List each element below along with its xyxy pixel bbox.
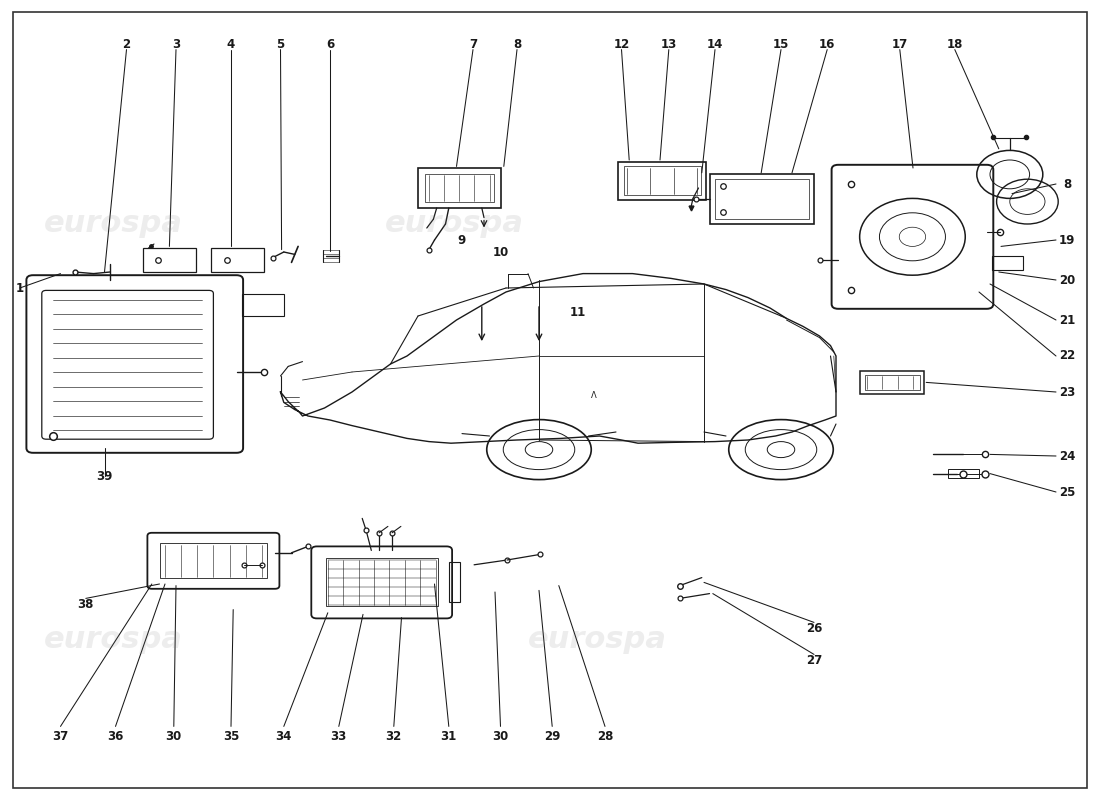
- Text: 14: 14: [707, 38, 723, 50]
- Text: 1: 1: [15, 282, 24, 294]
- Text: 23: 23: [1059, 386, 1075, 398]
- Text: 38: 38: [78, 598, 94, 610]
- Bar: [618, 162, 706, 200]
- Text: 36: 36: [108, 730, 123, 742]
- Text: 16: 16: [820, 38, 835, 50]
- Text: eurospa: eurospa: [44, 626, 183, 654]
- Text: eurospa: eurospa: [44, 210, 183, 238]
- Text: 6: 6: [326, 38, 334, 50]
- Text: 27: 27: [806, 654, 822, 666]
- Text: 2: 2: [122, 38, 131, 50]
- Text: eurospa: eurospa: [528, 626, 667, 654]
- Text: 7: 7: [469, 38, 477, 50]
- Text: 10: 10: [493, 246, 508, 258]
- Text: 17: 17: [892, 38, 907, 50]
- Text: 37: 37: [53, 730, 68, 742]
- Text: 3: 3: [172, 38, 180, 50]
- Bar: [449, 562, 460, 602]
- Text: 19: 19: [1059, 234, 1075, 246]
- Text: 35: 35: [223, 730, 239, 742]
- Text: 9: 9: [458, 234, 466, 246]
- Text: 28: 28: [597, 730, 613, 742]
- Text: 30: 30: [493, 730, 508, 742]
- Bar: [710, 174, 814, 224]
- Bar: [326, 558, 438, 606]
- Text: 34: 34: [276, 730, 292, 742]
- Text: Λ: Λ: [591, 391, 597, 401]
- Text: 31: 31: [441, 730, 456, 742]
- Text: 25: 25: [1059, 486, 1075, 498]
- Bar: [992, 256, 1023, 270]
- Bar: [425, 174, 494, 202]
- Text: 8: 8: [513, 38, 521, 50]
- Text: 24: 24: [1059, 450, 1075, 462]
- Bar: [624, 166, 701, 195]
- Text: 32: 32: [386, 730, 402, 742]
- Text: 39: 39: [97, 470, 112, 482]
- Bar: [242, 294, 284, 316]
- Text: 13: 13: [661, 38, 676, 50]
- Text: 33: 33: [331, 730, 346, 742]
- Text: 18: 18: [947, 38, 962, 50]
- Text: eurospa: eurospa: [385, 210, 524, 238]
- Bar: [418, 168, 500, 208]
- Bar: [160, 543, 267, 578]
- Text: 11: 11: [570, 306, 585, 318]
- Text: 5: 5: [276, 38, 285, 50]
- Bar: [715, 179, 808, 219]
- Text: 12: 12: [614, 38, 629, 50]
- Text: 22: 22: [1059, 350, 1075, 362]
- Text: 20: 20: [1059, 274, 1075, 286]
- Text: 4: 4: [227, 38, 235, 50]
- Text: 15: 15: [773, 38, 789, 50]
- Text: 8: 8: [1063, 178, 1071, 190]
- Bar: [143, 248, 196, 272]
- Text: 29: 29: [544, 730, 560, 742]
- Bar: [211, 248, 264, 272]
- Bar: [865, 375, 920, 390]
- Text: 21: 21: [1059, 314, 1075, 326]
- Text: 26: 26: [806, 622, 822, 634]
- Bar: [860, 371, 924, 394]
- Bar: [948, 469, 979, 478]
- Text: 30: 30: [166, 730, 182, 742]
